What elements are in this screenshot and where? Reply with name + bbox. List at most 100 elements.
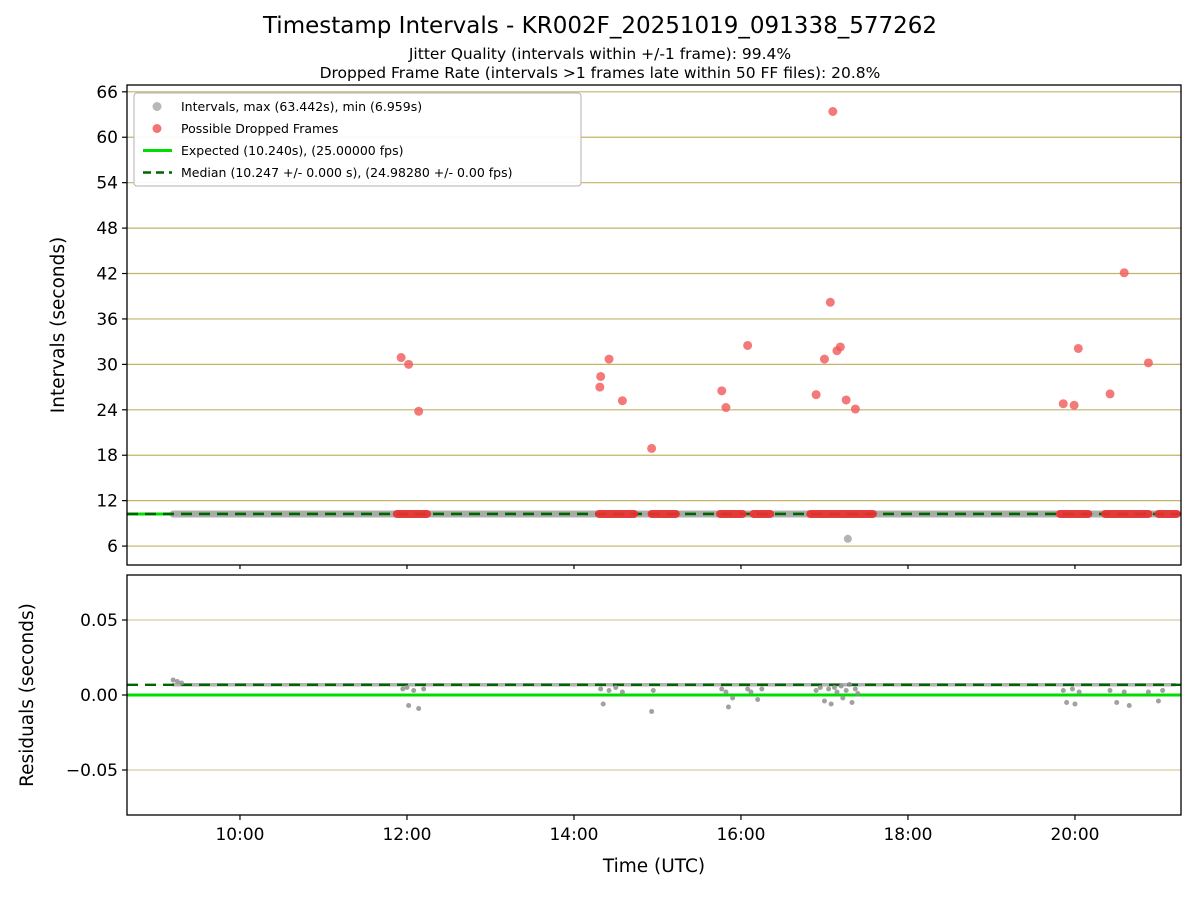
dropped-frame-point	[396, 353, 406, 363]
residual-point	[649, 709, 655, 714]
dropped-frame-point	[717, 386, 727, 396]
dropped-frame-point	[604, 354, 614, 364]
residual-point	[847, 682, 853, 687]
y-tick-label: 30	[96, 355, 118, 375]
chart-subtitle-dropped: Dropped Frame Rate (intervals >1 frames …	[319, 64, 881, 82]
residual-point	[416, 706, 422, 711]
residual-point	[619, 689, 625, 695]
dropped-frame-point	[596, 371, 606, 381]
residual-point	[849, 700, 855, 705]
y-axis-label-residuals: Residuals (seconds)	[17, 603, 38, 787]
legend-label: Intervals, max (63.442s), min (6.959s)	[181, 99, 422, 114]
residual-point	[813, 688, 819, 693]
dropped-frame-point	[850, 404, 860, 414]
x-tick-label: 12:00	[382, 825, 431, 845]
residual-point	[817, 685, 823, 690]
residual-point	[1114, 700, 1120, 705]
residual-point	[1121, 689, 1127, 695]
residual-point	[834, 689, 840, 695]
dropped-frame-point	[721, 403, 731, 413]
residual-point	[411, 688, 417, 693]
dropped-frame-point	[414, 406, 424, 416]
residual-point	[606, 688, 612, 693]
residual-point	[179, 680, 185, 686]
residual-point	[613, 685, 619, 690]
residual-point	[170, 677, 176, 683]
residual-point	[598, 686, 604, 692]
residual-point	[748, 689, 754, 695]
legend-marker-dot	[152, 102, 162, 111]
y-tick-label: 66	[96, 83, 118, 103]
y-tick-label: 36	[96, 310, 118, 330]
residual-point	[1107, 688, 1113, 693]
dropped-frame-point	[617, 396, 627, 406]
x-tick-label: 16:00	[716, 825, 765, 845]
dropped-frame-point	[404, 359, 414, 369]
residual-point	[1145, 689, 1151, 695]
residual-point	[1060, 688, 1066, 693]
y-tick-label: 0.05	[80, 611, 118, 631]
dropped-frame-point	[1119, 268, 1129, 278]
dropped-frame-point	[1105, 389, 1115, 399]
residual-point	[1064, 700, 1070, 705]
dropped-frame-point	[825, 297, 835, 307]
dropped-frame-point	[1143, 358, 1153, 368]
residual-point	[1072, 701, 1078, 707]
residual-point	[759, 686, 765, 692]
legend-marker-dot	[152, 124, 162, 133]
residual-point	[826, 686, 832, 692]
chart-title: Timestamp Intervals - KR002F_20251019_09…	[262, 13, 938, 39]
residual-point	[174, 679, 180, 684]
x-tick-label: 14:00	[549, 825, 598, 845]
y-tick-label: 60	[96, 128, 118, 148]
residual-point	[600, 701, 606, 707]
y-tick-label: 24	[96, 401, 118, 421]
dropped-frame-point	[811, 390, 821, 400]
residual-point	[723, 689, 729, 695]
legend-box	[133, 92, 582, 187]
residual-point	[831, 685, 837, 690]
top-axes-box	[126, 84, 1182, 566]
legend-label: Possible Dropped Frames	[181, 121, 338, 136]
dropped-frame-point	[1069, 400, 1079, 410]
residual-point	[725, 704, 731, 710]
dropped-frame-point	[1073, 343, 1083, 353]
residual-point	[406, 703, 412, 708]
dropped-frame-point	[819, 354, 829, 364]
residual-point	[404, 685, 410, 690]
legend-label: Expected (10.240s), (25.00000 fps)	[181, 143, 403, 158]
residual-point	[1126, 703, 1132, 708]
y-tick-label: 54	[96, 174, 118, 194]
x-tick-label: 10:00	[215, 825, 264, 845]
y-tick-label: 0.00	[80, 686, 118, 706]
x-tick-label: 20:00	[1050, 825, 1099, 845]
residual-point	[719, 686, 725, 692]
residual-point	[838, 683, 844, 689]
dropped-frame-point	[841, 395, 851, 405]
y-tick-label: 18	[96, 446, 118, 466]
residual-point	[1160, 688, 1166, 693]
residual-point	[1076, 689, 1082, 695]
dropped-frame-point	[647, 443, 657, 453]
dropped-frame-point	[835, 342, 845, 352]
residual-point	[421, 686, 427, 692]
residual-point	[828, 701, 834, 707]
residual-point	[855, 691, 861, 696]
residual-point	[730, 695, 736, 701]
y-tick-label: 12	[96, 492, 118, 512]
residual-point	[821, 698, 827, 704]
residual-point	[755, 697, 761, 702]
interval-point	[843, 534, 852, 543]
y-axis-label-intervals: Intervals (seconds)	[48, 237, 69, 413]
y-tick-label: 42	[96, 265, 118, 285]
y-tick-label: 6	[107, 537, 118, 557]
residual-point	[650, 688, 656, 693]
residual-point	[1155, 698, 1161, 704]
dropped-frame-point	[595, 382, 605, 392]
y-tick-label: −0.05	[66, 761, 118, 781]
dropped-frame-point	[743, 340, 753, 350]
residual-point	[840, 695, 846, 701]
y-tick-label: 48	[96, 219, 118, 239]
